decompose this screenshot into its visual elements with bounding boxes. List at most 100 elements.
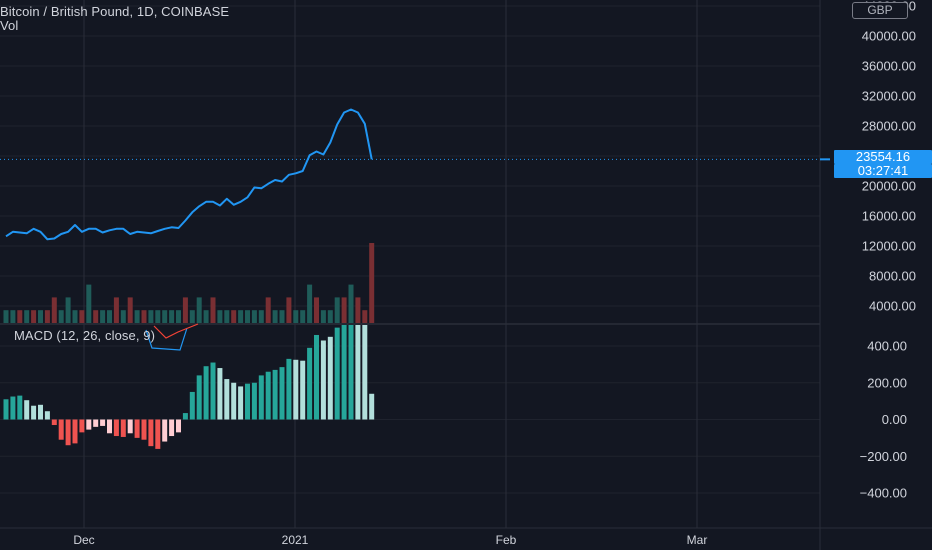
price-tick-label: 12000.00 bbox=[862, 239, 916, 254]
macd-histogram-bar bbox=[196, 375, 202, 420]
volume-bar bbox=[327, 310, 333, 323]
volume-bar bbox=[44, 310, 50, 323]
macd-histogram-bar bbox=[10, 396, 16, 420]
time-tick-label: Dec bbox=[73, 533, 94, 547]
macd-histogram-bar bbox=[314, 334, 319, 420]
macd-histogram-bar bbox=[107, 419, 112, 434]
macd-histogram-bar bbox=[300, 360, 306, 420]
macd-tick-label: −200.00 bbox=[860, 449, 907, 464]
volume-legend[interactable]: Vol bbox=[0, 18, 18, 33]
volume-bar bbox=[245, 310, 250, 323]
macd-histogram-bar bbox=[176, 419, 181, 433]
volume-bar bbox=[203, 310, 209, 323]
macd-legend[interactable]: MACD (12, 26, close, 9) bbox=[14, 328, 155, 343]
price-tick-label: 20000.00 bbox=[862, 179, 916, 194]
macd-histogram-bar bbox=[245, 383, 250, 420]
macd-histogram-bar bbox=[86, 419, 92, 430]
macd-histogram-bar bbox=[182, 413, 188, 420]
macd-histogram-bar bbox=[307, 347, 313, 420]
macd-histogram-bar bbox=[79, 419, 85, 433]
macd-histogram-bar bbox=[203, 366, 209, 420]
macd-tick-label: 0.00 bbox=[882, 412, 907, 427]
macd-histogram-bar bbox=[265, 371, 271, 420]
volume-bar bbox=[217, 310, 223, 323]
macd-signal-lines bbox=[145, 323, 199, 351]
macd-histogram-bar bbox=[141, 419, 147, 440]
volume-bar bbox=[120, 310, 126, 323]
volume-bar bbox=[265, 297, 271, 323]
price-series bbox=[0, 108, 830, 241]
macd-histogram-bar bbox=[127, 419, 133, 434]
price-tick-label: 8000.00 bbox=[869, 269, 916, 284]
symbol-title[interactable]: Bitcoin / British Pound, 1D, COINBASE bbox=[0, 4, 230, 19]
price-line bbox=[5, 108, 373, 241]
price-tick-label: 16000.00 bbox=[862, 209, 916, 224]
macd-histogram-bar bbox=[210, 362, 216, 420]
volume-bar bbox=[3, 310, 9, 323]
volume-bar bbox=[113, 297, 119, 323]
volume-bar bbox=[100, 310, 106, 323]
volume-bar bbox=[196, 297, 202, 323]
macd-histogram-bar bbox=[355, 325, 361, 420]
volume-bar bbox=[224, 310, 230, 323]
volume-bar bbox=[141, 310, 147, 323]
volume-bar bbox=[127, 297, 133, 323]
volume-bar bbox=[10, 310, 16, 323]
macd-histogram bbox=[3, 325, 375, 449]
volume-bar bbox=[86, 284, 92, 323]
volume-bar bbox=[169, 310, 175, 323]
volume-bar bbox=[348, 284, 354, 323]
macd-histogram-bar bbox=[44, 411, 50, 420]
volume-bar bbox=[24, 310, 30, 323]
volume-bar bbox=[334, 297, 340, 323]
volume-bar bbox=[362, 310, 368, 323]
axes: 4000.00 8000.00 12000.00 16000.00 20000.00 28… bbox=[73, 0, 916, 547]
volume-bar bbox=[341, 297, 347, 323]
volume-bar bbox=[107, 310, 112, 323]
macd-histogram-bar bbox=[58, 419, 64, 440]
volume-bar bbox=[58, 310, 64, 323]
macd-histogram-bar bbox=[72, 419, 78, 444]
macd-histogram-bar bbox=[272, 369, 278, 420]
macd-histogram-bar bbox=[65, 419, 71, 446]
volume-bar bbox=[189, 310, 195, 323]
volume-bar bbox=[162, 310, 168, 323]
bar-countdown-label: 03:27:41 bbox=[834, 164, 932, 178]
macd-histogram-bar bbox=[169, 419, 175, 437]
volume-bar bbox=[369, 243, 375, 323]
macd-histogram-bar bbox=[113, 419, 119, 437]
volume-bar bbox=[93, 310, 99, 323]
macd-histogram-bar bbox=[238, 386, 244, 420]
volume-bar bbox=[31, 310, 37, 323]
macd-histogram-bar bbox=[348, 325, 354, 420]
macd-histogram-bar bbox=[120, 419, 126, 437]
volume-bar bbox=[355, 297, 361, 323]
macd-tick-label: −400.00 bbox=[860, 486, 907, 501]
macd-line bbox=[145, 327, 188, 351]
volume-bar bbox=[38, 310, 43, 323]
volume-bar bbox=[279, 310, 285, 323]
volume-bar bbox=[176, 310, 181, 323]
macd-histogram-bar bbox=[369, 393, 375, 420]
macd-histogram-bar bbox=[258, 375, 264, 420]
macd-histogram-bar bbox=[31, 405, 37, 420]
macd-tick-label: 200.00 bbox=[867, 375, 907, 390]
macd-histogram-bar bbox=[3, 399, 9, 420]
volume-bar bbox=[258, 310, 264, 323]
symbol-legend[interactable]: Bitcoin / British Pound, 1D, COINBASE bbox=[0, 4, 229, 19]
macd-histogram-bar bbox=[251, 382, 257, 420]
macd-histogram-bar bbox=[17, 395, 23, 420]
volume-bar bbox=[79, 310, 85, 323]
macd-histogram-bar bbox=[155, 419, 161, 449]
volume-bar bbox=[210, 297, 216, 323]
macd-histogram-bar bbox=[327, 336, 333, 420]
macd-histogram-bar bbox=[100, 419, 106, 426]
currency-badge[interactable]: GBP bbox=[852, 2, 908, 19]
volume-bar bbox=[272, 310, 278, 323]
volume-bar bbox=[231, 310, 237, 323]
volume-bar bbox=[307, 284, 313, 323]
macd-histogram-bar bbox=[279, 367, 285, 420]
